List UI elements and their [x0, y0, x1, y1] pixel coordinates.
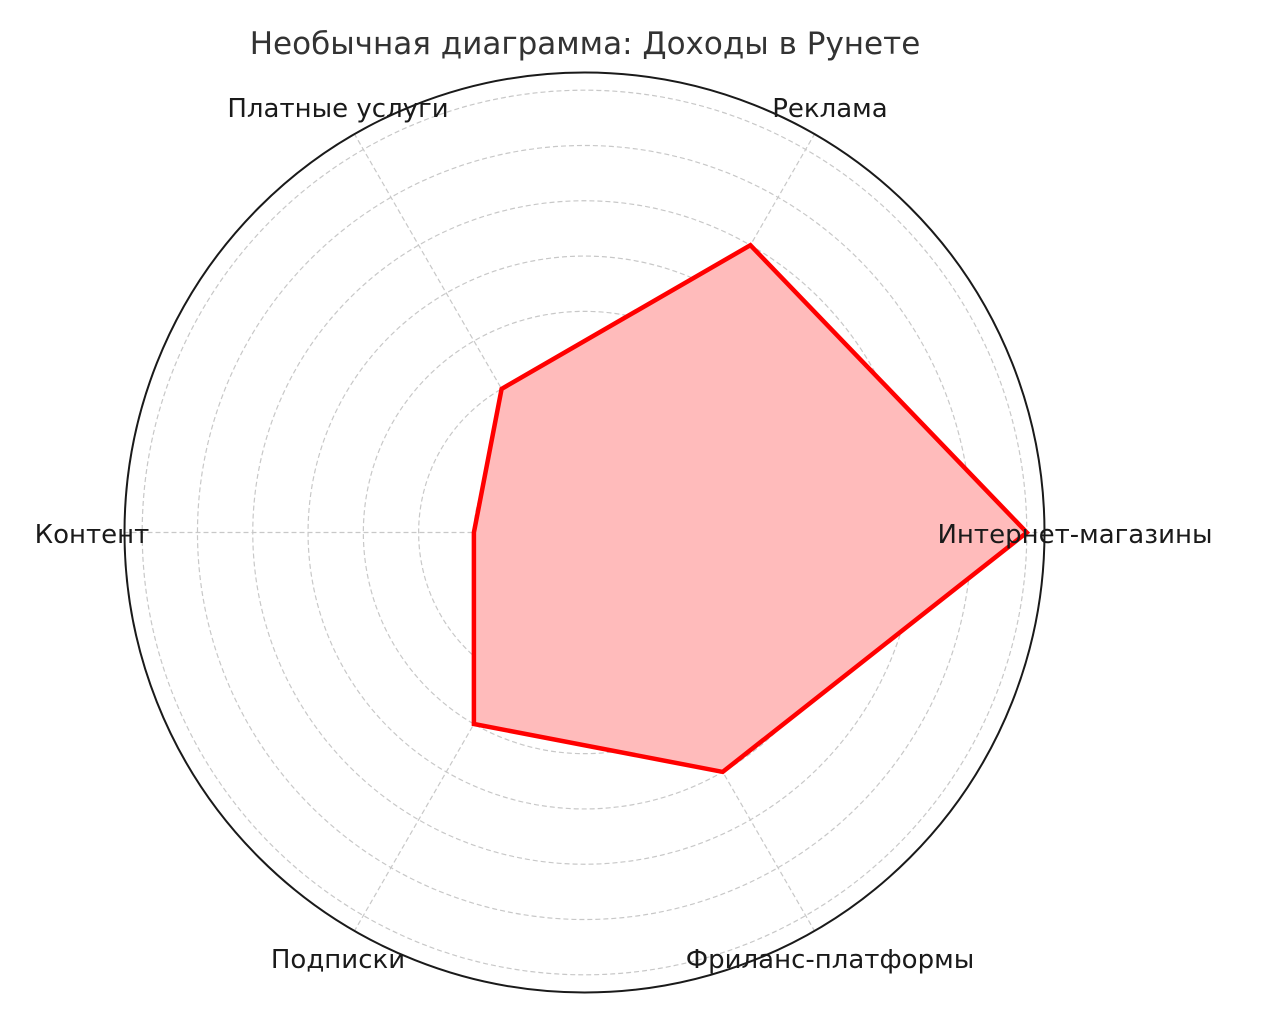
category-label: Подписки [271, 945, 405, 975]
category-label: Реклама [772, 94, 887, 124]
category-label: Интернет-магазины [937, 520, 1212, 550]
series-area [473, 245, 1027, 772]
category-label: Контент [35, 520, 150, 550]
category-label: Фриланс-платформы [686, 945, 975, 975]
category-label: Платные услуги [227, 94, 448, 124]
outer-frame [123, 71, 1046, 994]
chart-title: Необычная диаграмма: Доходы в Рунете [250, 26, 921, 62]
